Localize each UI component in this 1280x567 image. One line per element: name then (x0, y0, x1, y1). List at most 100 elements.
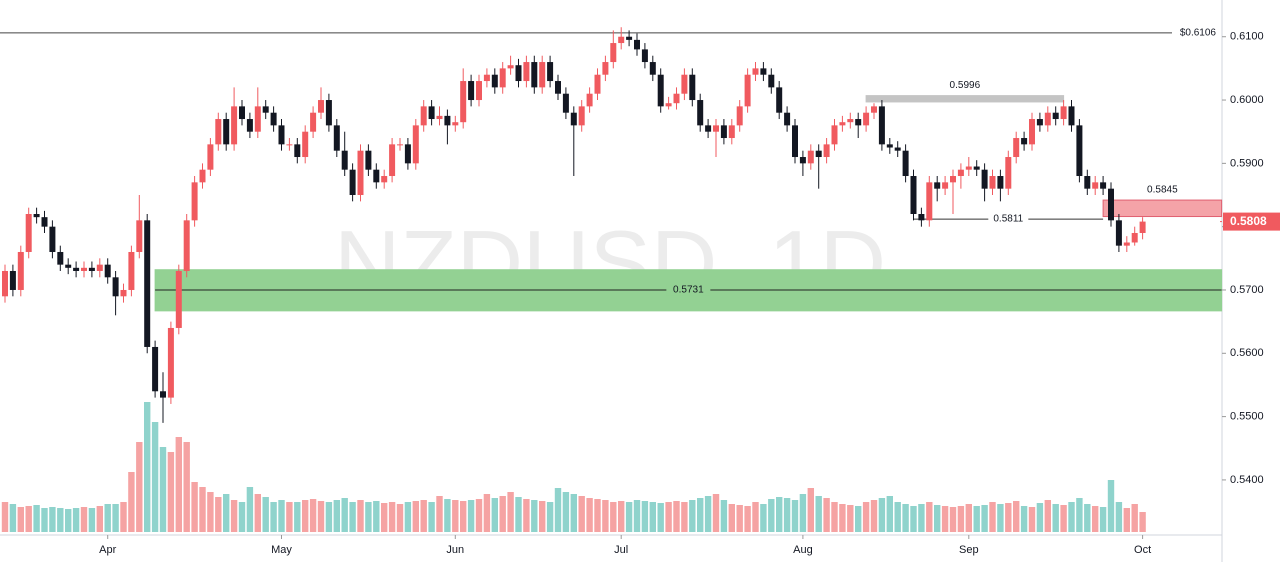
candle-body (1005, 157, 1012, 189)
volume-bar (309, 499, 317, 532)
volume-bar (33, 505, 40, 532)
candle-body (1060, 106, 1067, 120)
candle-body (144, 220, 151, 347)
candle-body (507, 65, 514, 69)
candle-body (325, 100, 332, 126)
volume-bar (997, 504, 1004, 532)
zone (865, 95, 1065, 103)
volume-bar (847, 505, 854, 532)
candle-body (349, 169, 356, 196)
candle-body (926, 182, 933, 221)
volume-bar (586, 498, 593, 532)
candle-body (515, 65, 522, 82)
volume-bar (373, 501, 380, 532)
volume-bar (752, 502, 759, 532)
candle-body (831, 125, 838, 145)
zone-label-bg (666, 283, 711, 296)
zone-label: 0.5996 (950, 80, 981, 91)
volume-bar (230, 500, 238, 532)
volume-bar (918, 504, 925, 532)
candle-body (112, 277, 119, 297)
volume-bar (483, 494, 491, 532)
volume-bar (420, 500, 427, 532)
candle-body (1076, 125, 1083, 177)
candle-body (768, 74, 775, 88)
candle-body (1108, 188, 1114, 221)
volume-bar (870, 500, 878, 532)
candle-body (310, 112, 317, 132)
volume-bar (17, 507, 24, 532)
candle-body (2, 270, 8, 297)
volume-bar (744, 506, 751, 532)
candle-body (634, 39, 640, 50)
candle-body (855, 119, 862, 126)
zone (1102, 199, 1223, 218)
candle-body (1100, 182, 1107, 189)
candle-body (776, 87, 783, 113)
volume-bar (523, 499, 530, 532)
candle-body (460, 81, 467, 123)
candle-body (547, 62, 554, 82)
candle-body (65, 264, 72, 268)
volume-bar (665, 502, 672, 532)
volume-bar (783, 498, 791, 532)
volume-bar (412, 501, 419, 532)
candle-body (965, 166, 972, 170)
volume-bar (989, 502, 996, 532)
x-tick-label: May (271, 544, 292, 556)
y-tick-label: 0.6100 (1230, 31, 1264, 43)
candle-body (152, 346, 159, 392)
candle-body (483, 74, 490, 82)
volume-bar (57, 508, 64, 532)
volume-bar (807, 488, 814, 532)
candle-body (199, 169, 206, 183)
volume-bar (96, 506, 103, 532)
volume-bar (404, 502, 412, 532)
last-price-label: 0.5808 (1230, 214, 1267, 228)
candle-body (523, 62, 530, 82)
candle-body (33, 214, 40, 218)
volume-bar (460, 501, 467, 532)
volume-bar (1052, 504, 1059, 532)
candle-body (918, 214, 925, 221)
candle-body (886, 144, 893, 148)
volume-bar (1131, 504, 1138, 532)
volume-bar (159, 447, 167, 532)
volume-bar (1084, 504, 1091, 532)
volume-bar (957, 506, 965, 532)
volume-bar (531, 500, 538, 532)
candle-body (839, 122, 846, 126)
volume-bar (175, 437, 182, 532)
candle-body (1052, 112, 1059, 120)
candle-body (96, 264, 103, 271)
volume-bar (610, 502, 617, 532)
volume-bar (815, 496, 822, 532)
volume-bar (1020, 506, 1028, 532)
candle-body (73, 267, 80, 271)
volume-bar (1107, 480, 1115, 532)
volume-bar (1123, 508, 1130, 532)
candle-body (167, 327, 174, 398)
candle-body (420, 106, 427, 126)
volume-bar (1115, 502, 1123, 532)
candle-body (389, 144, 396, 177)
candle-body (81, 267, 87, 271)
candle-body (784, 112, 791, 126)
volume-bar (1076, 498, 1083, 532)
candle-body (1036, 119, 1043, 126)
candle-body (894, 147, 901, 151)
candle-body (302, 131, 309, 158)
volume-bar (618, 501, 625, 532)
volume-bar (1005, 503, 1012, 532)
candle-body (910, 176, 917, 214)
candle-body (452, 122, 459, 126)
candle-body (705, 125, 712, 132)
volume-bar (949, 507, 957, 532)
volume-bar (894, 502, 901, 532)
candle-body (618, 36, 625, 44)
candle-body (41, 217, 48, 227)
volume-bar (1092, 506, 1099, 532)
volume-bar (910, 506, 917, 532)
candle-body (878, 106, 885, 145)
candle-body (673, 93, 680, 104)
